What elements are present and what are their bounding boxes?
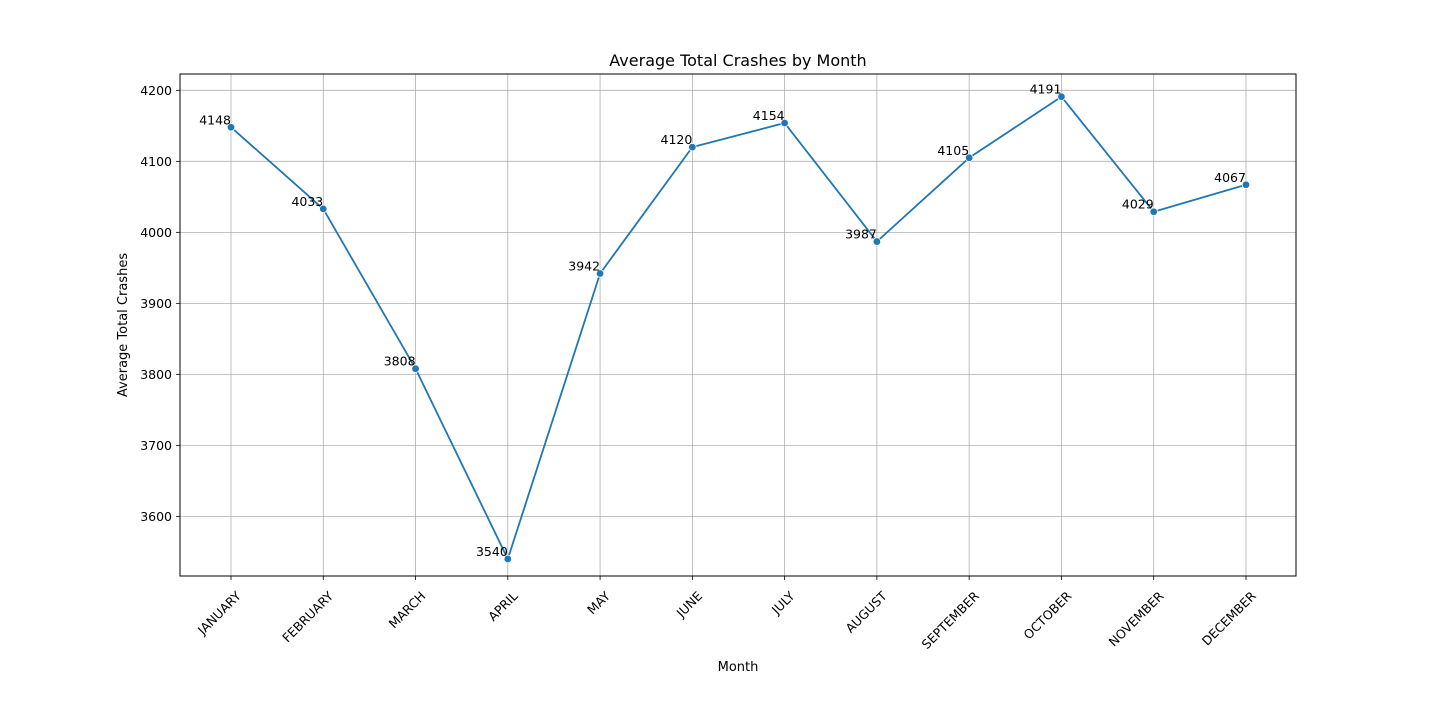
data-point <box>964 153 974 162</box>
y-axis-label: Average Total Crashes <box>116 253 131 397</box>
data-label: 3942 <box>568 259 600 274</box>
y-tick-label: 3800 <box>140 367 172 382</box>
data-point <box>780 118 789 128</box>
data-point <box>1057 92 1066 101</box>
data-labels: 4148 4033 3808 3540 3942 4120 4154 3987 4105 4191… <box>199 82 1246 559</box>
data-label: 4120 <box>661 132 693 147</box>
series-line <box>230 95 1247 560</box>
data-label: 3540 <box>476 544 508 559</box>
data-label: 4033 <box>291 194 323 209</box>
grid <box>180 74 1296 576</box>
y-tick-label: 3900 <box>140 296 172 311</box>
y-tick-label: 4000 <box>140 225 172 240</box>
y-tick-label: 3700 <box>140 438 172 453</box>
data-point <box>1241 180 1251 189</box>
plot-frame <box>179 73 1297 577</box>
data-point <box>226 123 236 132</box>
data-point <box>688 142 697 152</box>
data-point <box>1149 207 1158 216</box>
data-label: 4105 <box>937 143 969 158</box>
data-label: 4191 <box>1030 82 1062 97</box>
data-point <box>411 364 420 373</box>
y-tick-label: 4200 <box>140 83 172 98</box>
data-label: 3987 <box>845 227 877 242</box>
data-label: 4154 <box>753 108 785 123</box>
x-axis-label: Month <box>718 660 759 675</box>
data-point <box>595 269 605 278</box>
chart-title: Average Total Crashes by Month <box>609 51 866 70</box>
data-point <box>872 237 882 246</box>
data-label: 4067 <box>1214 170 1246 185</box>
data-label: 3808 <box>384 354 416 369</box>
y-tick-label: 4100 <box>140 154 172 169</box>
data-point <box>503 554 513 564</box>
data-label: 4029 <box>1122 197 1154 212</box>
series <box>226 92 1251 564</box>
data-label: 4148 <box>199 112 231 127</box>
data-point <box>319 204 328 214</box>
y-tick-label: 3600 <box>140 509 172 524</box>
